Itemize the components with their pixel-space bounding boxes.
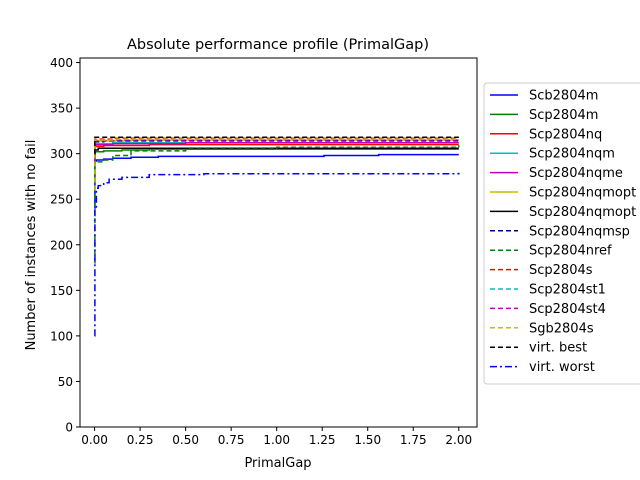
x-tick-label: 0.75 bbox=[218, 433, 245, 447]
legend-label: Scp2804st1 bbox=[529, 283, 606, 298]
legend-label: Scp2804nref bbox=[529, 244, 612, 259]
y-tick-label: 400 bbox=[50, 56, 73, 70]
x-tick-label: 0.50 bbox=[172, 433, 199, 447]
x-tick-label: 1.25 bbox=[309, 433, 336, 447]
legend-label: Scp2804m bbox=[529, 108, 598, 123]
series-line-14 bbox=[94, 136, 459, 155]
legend-label: Scp2804st4 bbox=[529, 302, 606, 317]
series-line-1 bbox=[94, 153, 459, 210]
x-tick-label: 1.00 bbox=[263, 433, 290, 447]
axis-ticks: 0.00 0.25 0.50 0.75 1.00 1.25 1.50 1.75 2.00 0 50 1… bbox=[50, 56, 472, 447]
y-tick-label: 300 bbox=[50, 147, 73, 161]
series-line-15 bbox=[94, 172, 460, 337]
legend-label: Sgb2804s bbox=[529, 321, 594, 336]
legend-label: Scp2804nqmopt bbox=[529, 205, 636, 220]
y-tick-label: 250 bbox=[50, 193, 73, 207]
y-tick-label: 350 bbox=[50, 102, 73, 116]
legend-label: Scp2804nqm bbox=[529, 147, 615, 162]
legend-label: Scp2804s bbox=[529, 263, 593, 278]
legend-box bbox=[483, 82, 640, 385]
y-tick-label: 150 bbox=[50, 284, 73, 298]
legend-label: virt. best bbox=[529, 341, 587, 356]
legend-label: Scp2804nqmopt bbox=[529, 186, 636, 201]
plot-area bbox=[94, 136, 460, 337]
legend-label: Scp2804nqme bbox=[529, 166, 623, 181]
x-tick-label: 0.00 bbox=[81, 433, 108, 447]
legend-label: Scp2804nq bbox=[529, 127, 602, 142]
series-line-13 bbox=[94, 138, 459, 191]
x-axis-label: PrimalGap bbox=[244, 456, 311, 471]
legend: Scb2804m Scp2804m Scp2804nq Scp2804nqm Scp28… bbox=[483, 82, 640, 385]
x-tick-label: 0.25 bbox=[127, 433, 154, 447]
chart-title: Absolute performance profile (PrimalGap) bbox=[127, 37, 429, 53]
legend-label: Scb2804m bbox=[529, 89, 598, 104]
x-tick-label: 2.00 bbox=[445, 433, 472, 447]
y-tick-label: 50 bbox=[58, 375, 73, 389]
series-line-9 bbox=[94, 145, 460, 264]
y-tick-label: 200 bbox=[50, 238, 73, 252]
y-axis-label: Number of instances with no fail bbox=[24, 140, 39, 351]
y-tick-label: 0 bbox=[65, 421, 73, 435]
legend-label: virt. worst bbox=[529, 360, 595, 375]
legend-label: Scp2804nqmsp bbox=[529, 224, 630, 239]
y-tick-label: 100 bbox=[50, 329, 73, 343]
series-line-5 bbox=[94, 141, 459, 164]
x-tick-label: 1.75 bbox=[400, 433, 427, 447]
x-tick-label: 1.50 bbox=[354, 433, 381, 447]
plot-frame bbox=[79, 57, 478, 428]
